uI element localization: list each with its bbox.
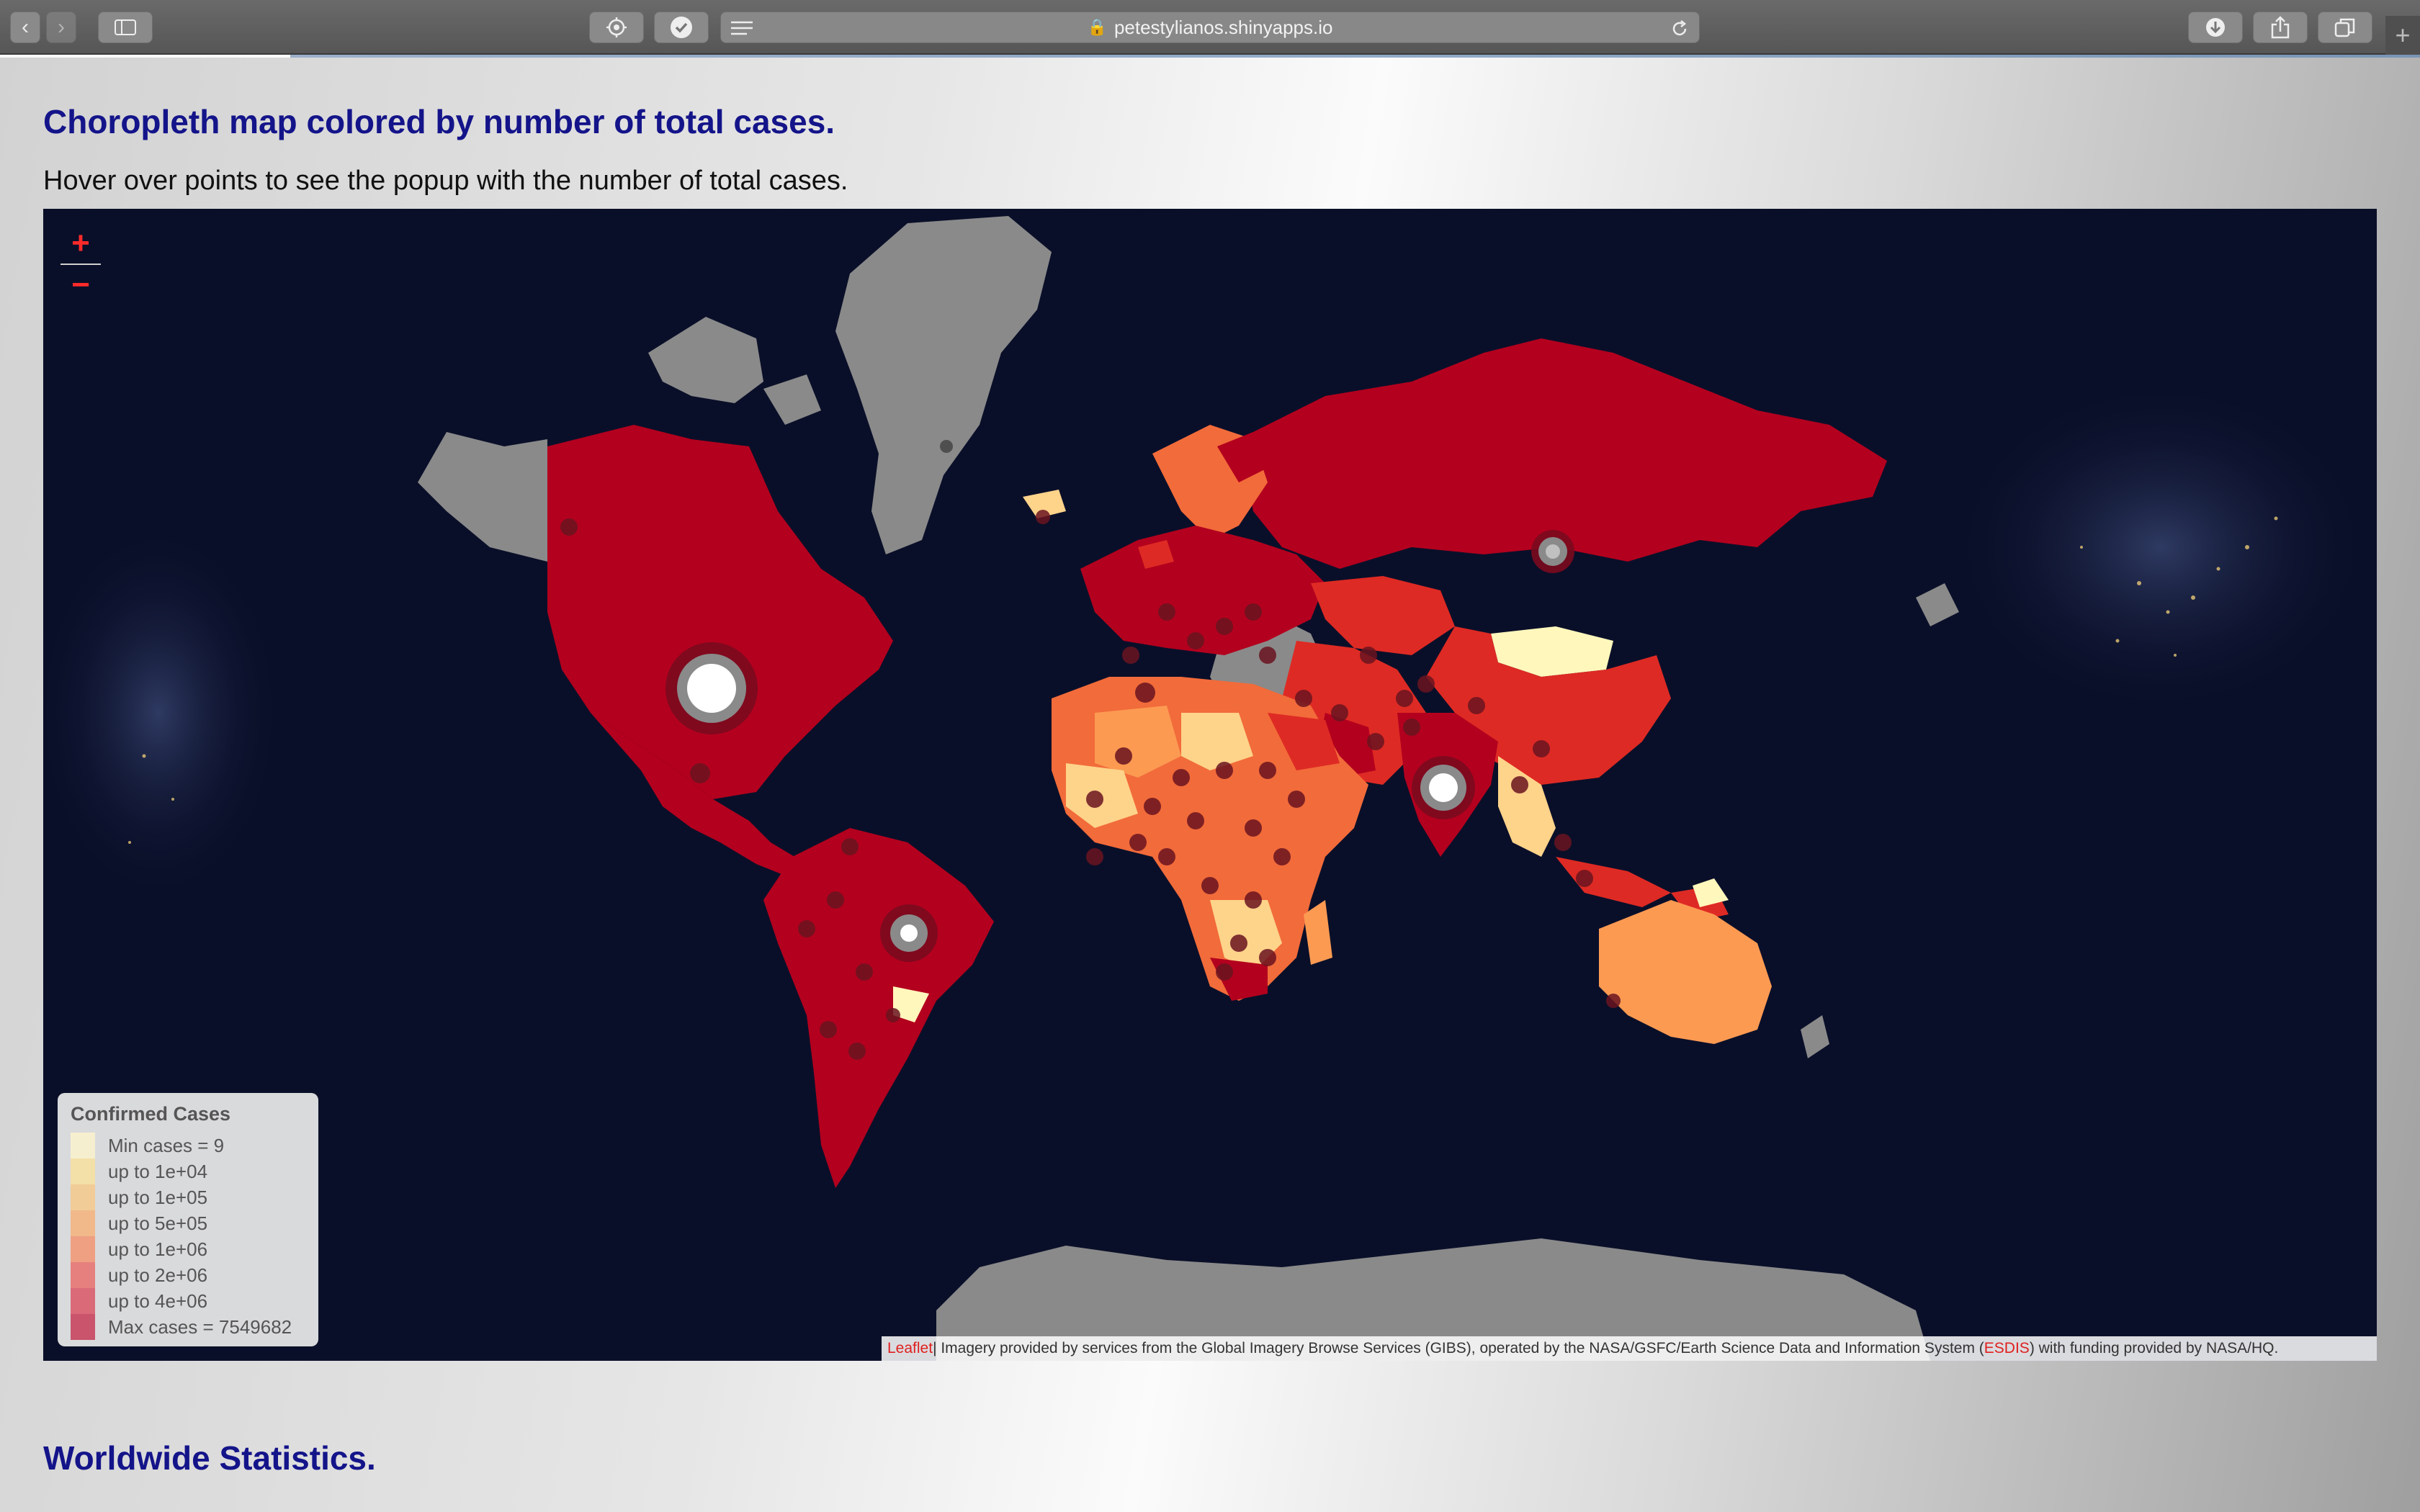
choropleth-map[interactable]: + − Confirmed Cases Min cases = 9 up to 1… <box>43 209 2377 1361</box>
case-markers[interactable] <box>666 530 1574 962</box>
marker-india[interactable] <box>1412 756 1475 819</box>
legend-swatch <box>71 1236 95 1262</box>
marker-russia[interactable] <box>1531 530 1574 573</box>
new-tab-button[interactable]: + <box>2385 16 2420 55</box>
mongolia-region[interactable] <box>1491 626 1613 677</box>
legend-label: up to 2e+06 <box>108 1264 208 1286</box>
night-land-glow <box>43 526 281 900</box>
russia-region[interactable] <box>1239 338 1887 569</box>
marker-usa[interactable] <box>666 642 758 734</box>
zoom-divider <box>60 264 101 265</box>
madagascar-region[interactable] <box>1304 900 1332 965</box>
small-case-markers[interactable] <box>560 440 1621 1060</box>
forward-button[interactable]: › <box>46 12 76 43</box>
world-map-svg[interactable] <box>43 209 2377 1361</box>
download-button[interactable] <box>2188 12 2243 43</box>
extension-button[interactable] <box>589 12 644 43</box>
zoom-control: + − <box>58 223 104 305</box>
tabs-button[interactable] <box>2318 12 2372 43</box>
legend-label: up to 1e+06 <box>108 1238 208 1260</box>
extension-icon <box>606 17 627 37</box>
map-legend: Confirmed Cases Min cases = 9 up to 1e+04… <box>58 1093 318 1346</box>
legend-item: Max cases = 7549682 <box>71 1314 305 1340</box>
map-title: Choropleth map colored by number of tota… <box>43 103 835 140</box>
map-subtitle: Hover over points to see the popup with … <box>43 166 848 196</box>
greenland-region <box>835 216 1052 554</box>
legend-item: up to 1e+06 <box>71 1236 305 1262</box>
south-america-region[interactable] <box>763 828 994 1188</box>
night-land-glow <box>1952 382 2370 713</box>
legend-swatch <box>71 1314 95 1340</box>
legend-label: up to 1e+05 <box>108 1186 208 1208</box>
legend-label: up to 5e+05 <box>108 1212 208 1234</box>
back-button[interactable]: ‹ <box>10 12 40 43</box>
share-button[interactable] <box>2253 12 2308 43</box>
stats-title: Worldwide Statistics. <box>43 1439 376 1477</box>
iceland-region[interactable] <box>1023 490 1066 518</box>
esdis-link[interactable]: ESDIS <box>1984 1340 2030 1356</box>
uruguay-region[interactable] <box>893 986 929 1022</box>
arctic-islands-region <box>648 317 821 425</box>
marker-brazil[interactable] <box>880 904 938 962</box>
australia-region[interactable] <box>1599 900 1772 1044</box>
reader-icon[interactable] <box>731 21 753 35</box>
checkmark-icon <box>671 17 692 38</box>
browser-toolbar: ‹ › 🔒 petestylianos.shinyapps.io + <box>0 0 2420 55</box>
central-asia-region[interactable] <box>1311 576 1455 655</box>
papua-region[interactable] <box>1693 878 1729 907</box>
leaflet-link[interactable]: Leaflet <box>887 1340 933 1356</box>
legend-swatch <box>71 1133 95 1158</box>
legend-swatch <box>71 1210 95 1236</box>
checkmark-button[interactable] <box>654 12 709 43</box>
zoom-out-button[interactable]: − <box>71 267 90 302</box>
alaska-region <box>418 432 547 562</box>
address-bar[interactable]: 🔒 petestylianos.shinyapps.io <box>720 12 1700 43</box>
legend-swatch <box>71 1158 95 1184</box>
legend-title: Confirmed Cases <box>71 1103 231 1125</box>
map-attribution: Leaflet | Imagery provided by services f… <box>882 1336 2377 1361</box>
legend-item: up to 4e+06 <box>71 1288 305 1314</box>
legend-label: up to 4e+06 <box>108 1290 208 1312</box>
sidebar-button[interactable] <box>98 12 153 43</box>
sweden-region[interactable] <box>1217 432 1268 482</box>
page-load-bar <box>0 55 2420 58</box>
japan-region <box>1916 583 1959 626</box>
reload-icon[interactable] <box>1670 19 1689 38</box>
legend-item: up to 2e+06 <box>71 1262 305 1288</box>
legend-swatch <box>71 1288 95 1314</box>
legend-item: up to 5e+05 <box>71 1210 305 1236</box>
legend-label: up to 1e+04 <box>108 1160 208 1182</box>
share-icon <box>2271 16 2290 39</box>
legend-item: up to 1e+05 <box>71 1184 305 1210</box>
legend-label: Max cases = 7549682 <box>108 1315 292 1338</box>
lock-icon: 🔒 <box>1087 18 1107 36</box>
new-tab-icon: + <box>2395 20 2411 50</box>
mexico-central-america-region[interactable] <box>591 713 807 878</box>
legend-items: Min cases = 9 up to 1e+04 up to 1e+05 up to… <box>71 1133 305 1340</box>
north-america-region[interactable] <box>547 425 893 799</box>
attribution-text: | Imagery provided by services from the … <box>933 1340 1984 1356</box>
back-icon: ‹ <box>22 15 29 39</box>
download-icon <box>2206 18 2225 37</box>
sidebar-icon <box>115 19 136 35</box>
western-europe-detail[interactable] <box>1138 540 1174 569</box>
tabs-icon <box>2334 18 2355 37</box>
legend-swatch <box>71 1262 95 1288</box>
forward-icon: › <box>58 15 65 39</box>
legend-label: Min cases = 9 <box>108 1134 225 1156</box>
legend-item: Min cases = 9 <box>71 1133 305 1158</box>
attribution-text-end: ) with funding provided by NASA/HQ. <box>2029 1340 2279 1356</box>
city-lights <box>128 516 2278 844</box>
url-text: petestylianos.shinyapps.io <box>1113 16 1333 38</box>
sahel-region[interactable] <box>1181 713 1253 770</box>
legend-item: up to 1e+04 <box>71 1158 305 1184</box>
legend-swatch <box>71 1184 95 1210</box>
antarctica-region <box>936 1238 1930 1361</box>
egypt-region[interactable] <box>1268 713 1340 770</box>
zoom-in-button[interactable]: + <box>71 225 90 261</box>
new-zealand-region[interactable] <box>1801 1015 1829 1058</box>
